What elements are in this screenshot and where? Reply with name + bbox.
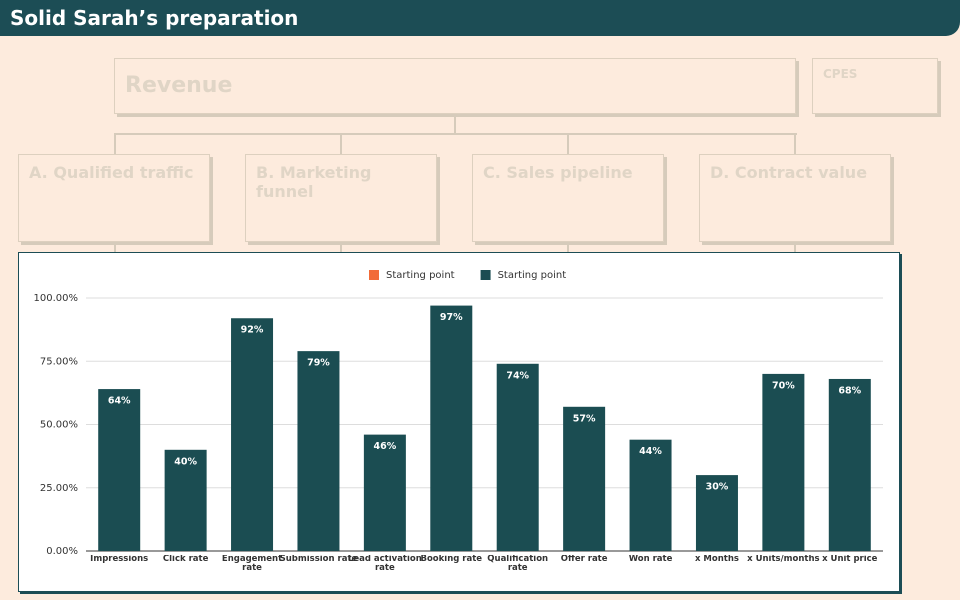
x-tick-label: Qualification rate <box>487 555 549 574</box>
bar <box>363 434 406 551</box>
bar <box>231 318 274 551</box>
legend-label: Starting point <box>498 270 567 281</box>
legend-swatch <box>369 270 379 280</box>
x-label-box: Won rate <box>628 555 673 564</box>
connector <box>114 133 797 135</box>
root-node: Revenue <box>114 58 796 114</box>
data-label: 79% <box>307 358 330 369</box>
y-tick-label: 75.00% <box>40 356 78 367</box>
x-tick-label: Click rate <box>162 555 209 564</box>
x-tick-label: Submission rate <box>279 555 358 564</box>
x-tick-label: Impressions <box>90 555 149 564</box>
x-label-box: x̄ Units/months <box>747 555 820 564</box>
x-tick-label: Engagement rate <box>221 555 283 574</box>
connector <box>340 133 342 155</box>
x-tick-label: Lead activation rate <box>347 555 422 574</box>
connector <box>567 242 569 254</box>
data-label: 64% <box>108 396 131 407</box>
tree-node: B. Marketing funnel <box>245 154 437 242</box>
bar <box>297 351 340 551</box>
side-node: CPES <box>812 58 938 114</box>
data-label: 68% <box>838 385 861 396</box>
data-label: 97% <box>440 312 463 323</box>
data-label: 92% <box>241 325 264 336</box>
bar <box>762 373 805 551</box>
connector <box>114 242 116 254</box>
bar <box>629 439 672 551</box>
data-label: 30% <box>706 482 729 493</box>
x-tick-label: Won rate <box>628 555 673 564</box>
legend-label: Starting point <box>386 270 455 281</box>
data-label: 44% <box>639 446 662 457</box>
x-label-box: x̄ Unit price <box>822 555 878 564</box>
x-label-box: Booking rate <box>420 555 483 564</box>
x-tick-label: Offer rate <box>560 555 608 564</box>
bar <box>98 389 141 551</box>
tree-node: A. Qualified traffic <box>18 154 210 242</box>
header-title: Solid Sarah’s preparation <box>0 0 960 36</box>
bar <box>164 449 207 551</box>
y-tick-label: 100.00% <box>34 293 79 304</box>
data-label: 70% <box>772 380 795 391</box>
x-tick-label: Booking rate <box>420 555 483 564</box>
bar <box>496 363 539 551</box>
chart: 0.00% 25.00% 50.00% 75.00% 100.00% Starting p… <box>34 270 883 574</box>
legend-swatch <box>480 270 491 280</box>
x-tick-label: x̄ Months <box>694 555 739 564</box>
connector <box>567 133 569 155</box>
x-label-box: Offer rate <box>560 555 608 564</box>
connector <box>454 114 456 134</box>
data-label: 40% <box>174 456 197 467</box>
y-tick-label: 0.00% <box>46 546 78 557</box>
y-tick-label: 25.00% <box>40 483 78 494</box>
data-label: 46% <box>374 441 397 452</box>
chart-panel: 0.00% 25.00% 50.00% 75.00% 100.00% Starting p… <box>18 252 900 592</box>
x-label-box: Lead activation rate <box>347 555 422 574</box>
x-label-box: Click rate <box>162 555 209 564</box>
x-tick-label: x̄ Units/months <box>747 555 820 564</box>
x-label-box: Engagement rate <box>221 555 283 574</box>
connector <box>794 242 796 254</box>
connector <box>794 133 796 155</box>
x-tick-label: x̄ Unit price <box>822 555 878 564</box>
y-tick-label: 50.00% <box>40 420 78 431</box>
data-label: 57% <box>573 413 596 424</box>
connector <box>340 242 342 254</box>
bar <box>563 406 606 551</box>
x-label-box: Qualification rate <box>487 555 549 574</box>
bar <box>828 378 871 551</box>
bar <box>430 305 473 551</box>
tree-node: C. Sales pipeline <box>472 154 664 242</box>
data-label: 74% <box>506 370 529 381</box>
tree-node: D. Contract value <box>699 154 891 242</box>
connector <box>114 133 116 155</box>
x-label-box: Submission rate <box>279 555 358 564</box>
x-label-box: x̄ Months <box>694 555 739 564</box>
bar <box>695 475 738 551</box>
x-label-box: Impressions <box>90 555 149 564</box>
